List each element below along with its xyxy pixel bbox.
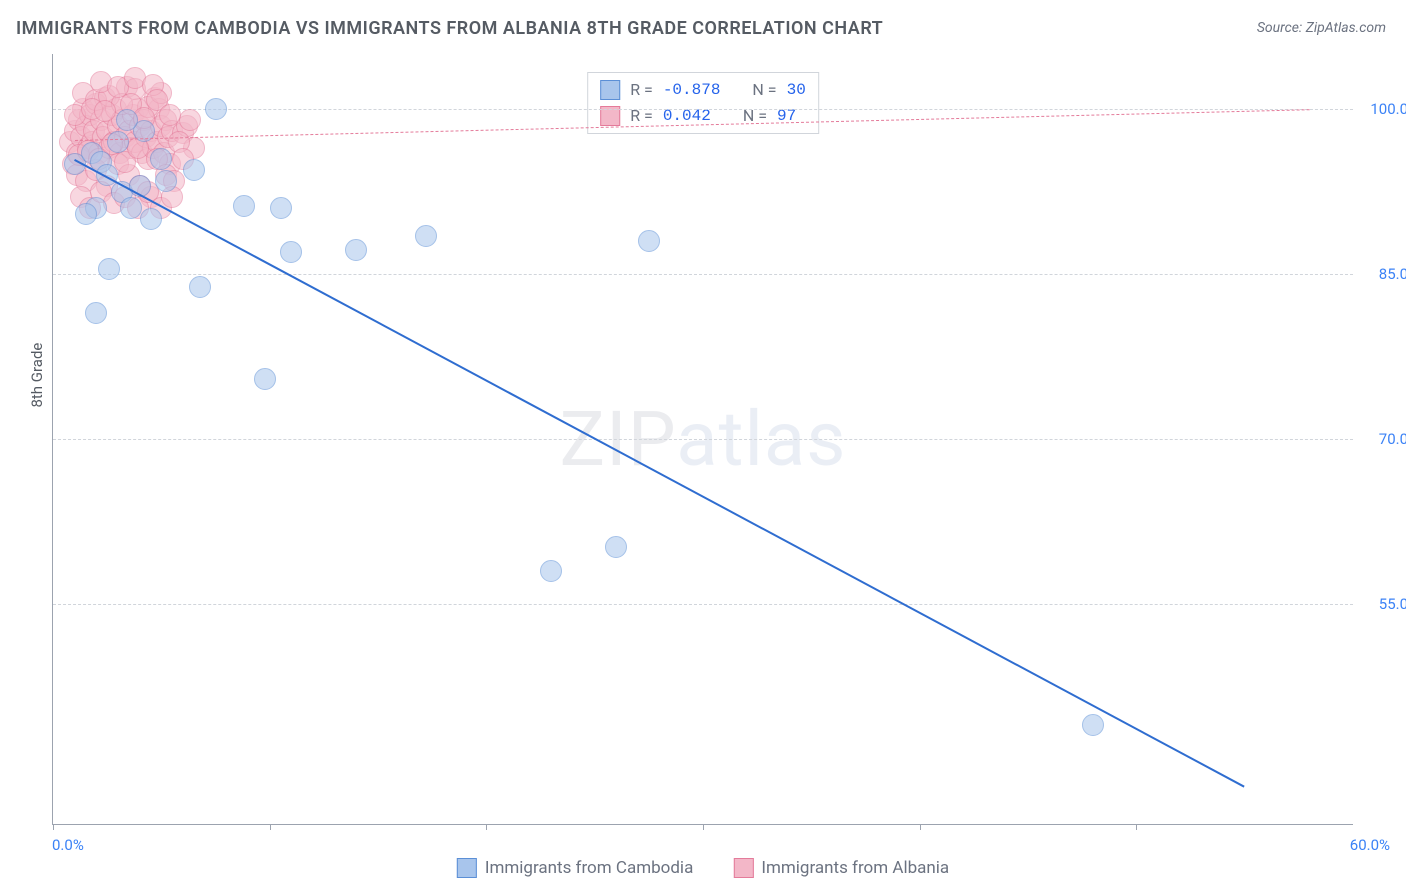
x-tick	[486, 824, 487, 830]
scatter-marker	[94, 100, 116, 122]
scatter-marker	[280, 241, 302, 263]
scatter-marker	[150, 148, 172, 170]
scatter-marker	[179, 109, 201, 131]
x-axis-min-label: 0.0%	[52, 836, 84, 854]
chart-title: IMMIGRANTS FROM CAMBODIA VS IMMIGRANTS F…	[16, 18, 883, 39]
x-axis-max-label: 60.0%	[1350, 836, 1390, 854]
n-value: 97	[777, 103, 796, 129]
stats-legend-row: R = -0.878 N = 30	[600, 77, 806, 103]
gridline-h	[53, 604, 1353, 605]
legend-label: Immigrants from Cambodia	[485, 858, 694, 878]
legend-swatch	[457, 858, 477, 878]
scatter-marker	[98, 258, 120, 280]
scatter-marker	[540, 560, 562, 582]
legend-item: Immigrants from Albania	[733, 858, 949, 878]
legend-swatch	[600, 80, 620, 100]
scatter-marker	[415, 225, 437, 247]
y-tick-label: 100.0%	[1359, 100, 1406, 118]
scatter-marker	[345, 239, 367, 261]
scatter-marker	[605, 536, 627, 558]
x-tick	[270, 824, 271, 830]
scatter-marker	[233, 195, 255, 217]
legend-item: Immigrants from Cambodia	[457, 858, 694, 878]
y-axis-label: 8th Grade	[28, 343, 46, 408]
scatter-marker	[183, 159, 205, 181]
n-label: N =	[752, 77, 776, 103]
scatter-marker	[140, 208, 162, 230]
x-tick	[703, 824, 704, 830]
plot-area: ZIPatlas R = -0.878N = 30R = 0.042N = 97…	[52, 54, 1353, 825]
scatter-marker	[1082, 714, 1104, 736]
gridline-h	[53, 439, 1353, 440]
scatter-marker	[189, 276, 211, 298]
gridline-h	[53, 274, 1353, 275]
scatter-marker	[75, 203, 97, 225]
r-label: R =	[630, 77, 653, 103]
y-tick-label: 55.0%	[1359, 595, 1406, 613]
r-value: -0.878	[663, 77, 721, 103]
trend-line	[74, 159, 1245, 788]
scatter-marker	[85, 302, 107, 324]
scatter-marker	[120, 197, 142, 219]
scatter-marker	[116, 109, 138, 131]
scatter-marker	[107, 131, 129, 153]
n-value: 30	[787, 77, 806, 103]
x-tick	[920, 824, 921, 830]
legend-swatch	[733, 858, 753, 878]
source-attribution: Source: ZipAtlas.com	[1257, 20, 1386, 36]
scatter-marker	[159, 104, 181, 126]
scatter-marker	[254, 368, 276, 390]
y-tick-label: 70.0%	[1359, 430, 1406, 448]
y-tick-label: 85.0%	[1359, 265, 1406, 283]
scatter-marker	[638, 230, 660, 252]
n-label: N =	[743, 103, 767, 129]
legend-label: Immigrants from Albania	[761, 858, 949, 878]
gridline-h	[53, 109, 1353, 110]
x-tick	[1136, 824, 1137, 830]
x-tick	[53, 824, 54, 830]
scatter-marker	[205, 98, 227, 120]
scatter-marker	[270, 197, 292, 219]
series-legend: Immigrants from Cambodia Immigrants from …	[457, 858, 949, 878]
scatter-marker	[155, 170, 177, 192]
